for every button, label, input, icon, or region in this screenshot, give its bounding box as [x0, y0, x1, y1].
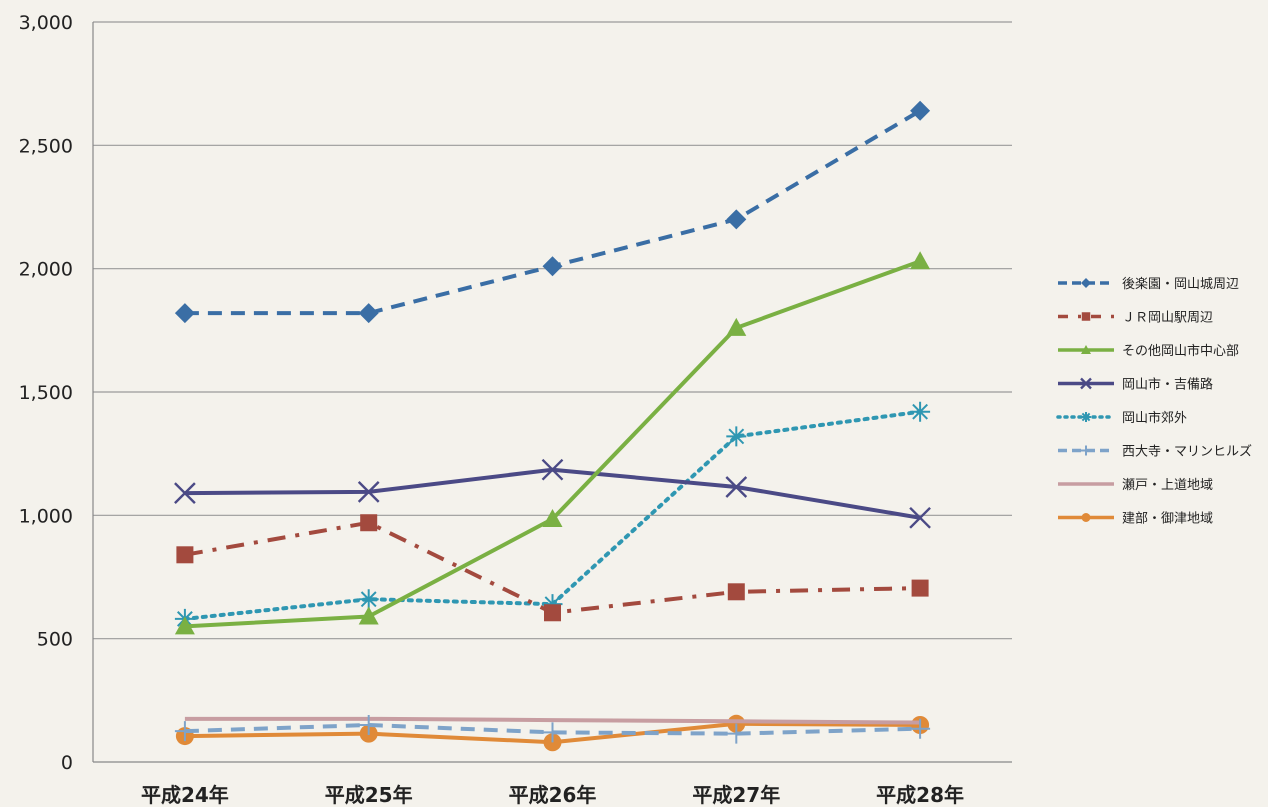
series-line: [176, 514, 929, 622]
data-point: [726, 317, 747, 336]
legend-label: 西大寺・マリンヒルズ: [1122, 444, 1252, 460]
legend-label: 岡山市・吉備路: [1122, 377, 1213, 393]
data-point: [358, 715, 379, 735]
data-point: [1081, 345, 1091, 354]
legend-label: 建部・御津地域: [1122, 512, 1213, 527]
data-point: [358, 589, 379, 610]
data-point: [910, 251, 931, 270]
y-tick-label: 3,000: [19, 12, 73, 34]
data-point: [358, 606, 379, 625]
x-axis: 平成24年 平成25年 平成26年 平成27年 平成28年: [93, 761, 1012, 807]
plot-area: [174, 100, 931, 752]
data-point: [542, 509, 563, 528]
legend-item: 瀬戸・上道地域: [1058, 478, 1213, 493]
data-point: [909, 506, 931, 529]
data-point: [176, 546, 194, 564]
legend-item: 建部・御津地域: [1058, 512, 1213, 527]
data-point: [910, 718, 931, 739]
legend-item: 岡山市郊外: [1056, 410, 1187, 426]
data-point: [542, 256, 563, 277]
y-tick-label: 2,000: [19, 259, 73, 281]
data-point: [727, 583, 745, 601]
data-point: [725, 476, 748, 498]
data-point: [1081, 312, 1091, 321]
data-point: [542, 722, 563, 743]
legend: 後楽園・岡山城周辺 ＪＲ岡山駅周辺その他岡山市中心部岡山市・吉備路岡山市郊外西大寺…: [1056, 276, 1252, 527]
series-path: [184, 109, 922, 316]
data-point: [726, 723, 747, 744]
series-path: [184, 723, 921, 736]
legend-item: その他岡山市中心部: [1058, 343, 1239, 359]
data-point: [541, 458, 564, 481]
legend-item: ＪＲ岡山駅周辺: [1058, 311, 1213, 326]
data-point: [174, 721, 195, 742]
data-point: [1081, 278, 1091, 288]
data-point: [726, 209, 747, 230]
x-tick-label: 平成27年: [692, 783, 780, 807]
data-point: [1081, 412, 1091, 422]
data-point: [174, 616, 195, 635]
y-tick-label: 500: [37, 629, 73, 651]
legend-label: 瀬戸・上道地域: [1122, 478, 1213, 493]
data-point: [174, 482, 196, 504]
series-line: [174, 251, 931, 635]
legend-label: 後楽園・岡山城周辺: [1122, 276, 1239, 292]
x-tick-label: 平成26年: [509, 783, 597, 807]
data-point: [1081, 513, 1091, 522]
series-line: [174, 100, 931, 324]
data-point: [357, 481, 380, 503]
series-path: [184, 716, 921, 725]
y-tick-label: 2,500: [19, 135, 73, 157]
x-tick-label: 平成24年: [141, 783, 229, 807]
x-tick-label: 平成25年: [325, 783, 413, 807]
legend-item: 西大寺・マリンヒルズ: [1058, 444, 1252, 460]
data-point: [544, 604, 561, 622]
legend-label: ＪＲ岡山駅周辺: [1122, 311, 1213, 326]
y-axis: 0 500 1,000 1,500 2,000 2,500 3,000: [19, 12, 94, 774]
data-point: [910, 100, 931, 121]
series-line: [184, 716, 921, 725]
data-point: [910, 401, 931, 422]
data-point: [911, 579, 929, 597]
series-path: [184, 259, 921, 629]
series-line: [174, 715, 931, 744]
y-tick-label: 0: [61, 752, 73, 774]
data-point: [1081, 445, 1091, 456]
y-tick-label: 1,000: [19, 505, 73, 527]
data-point: [542, 594, 563, 615]
data-point: [358, 303, 379, 324]
data-point: [726, 426, 747, 447]
data-point: [1080, 377, 1092, 390]
grid-lines: [93, 21, 1012, 640]
legend-label: 岡山市郊外: [1122, 410, 1187, 426]
legend-label: その他岡山市中心部: [1122, 343, 1239, 359]
legend-item: 岡山市・吉備路: [1058, 377, 1213, 393]
data-point: [174, 303, 195, 324]
data-point: [360, 514, 378, 532]
series-line: [174, 458, 931, 529]
x-tick-label: 平成28年: [876, 783, 964, 807]
legend-item: 後楽園・岡山城周辺: [1058, 276, 1239, 292]
y-tick-label: 1,500: [19, 382, 73, 404]
